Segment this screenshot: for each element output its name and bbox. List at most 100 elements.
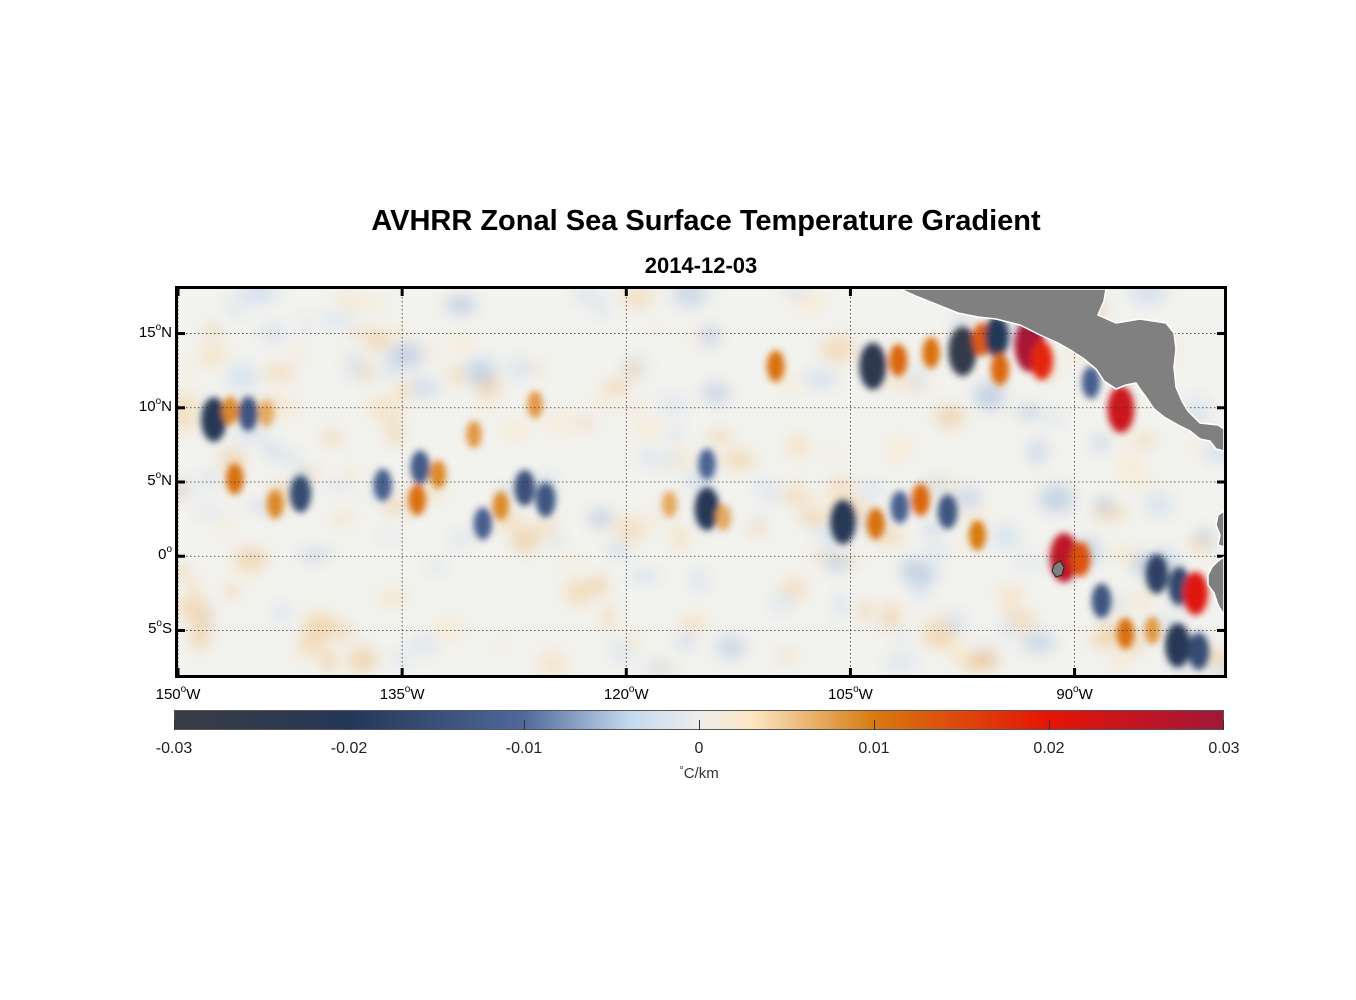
noise-blob (1008, 608, 1037, 632)
tick-degree: o (155, 395, 162, 407)
noise-blob (370, 329, 388, 352)
noise-blob (1137, 433, 1154, 449)
noise-blob (1215, 664, 1224, 675)
noise-blob (178, 393, 200, 414)
noise-blob (823, 528, 836, 556)
noise-blob (435, 615, 463, 643)
noise-blob (822, 555, 851, 571)
noise-blob (300, 469, 325, 478)
noise-blob (776, 651, 797, 661)
noise-blob (784, 433, 810, 459)
positive-gradient-feature (258, 400, 274, 427)
noise-blob (320, 312, 357, 326)
colorbar-tick-mark (174, 720, 175, 730)
noise-blob (444, 296, 477, 314)
noise-blob (701, 326, 719, 347)
noise-blob (180, 363, 194, 381)
noise-blob (447, 336, 478, 351)
positive-gradient-feature (889, 344, 908, 377)
noise-blob (953, 488, 982, 509)
south-america-land (1207, 556, 1224, 617)
noise-blob (1092, 434, 1110, 451)
negative-gradient-feature (473, 507, 492, 540)
noise-blob (678, 634, 694, 649)
noise-blob (407, 634, 439, 658)
noise-blob (650, 321, 664, 334)
tick-hemisphere: W (410, 686, 425, 703)
negative-gradient-feature (984, 315, 1009, 358)
colorbar-tick-label: -0.03 (155, 740, 193, 757)
noise-blob (426, 561, 446, 571)
noise-blob (707, 430, 732, 444)
noise-blob (782, 483, 811, 508)
noise-blob (587, 576, 609, 595)
noise-blob (228, 295, 243, 317)
noise-blob (753, 479, 776, 492)
noise-blob (648, 452, 684, 469)
noise-blob (178, 481, 185, 500)
noise-blob (777, 372, 799, 393)
latitude-label: 0o (158, 544, 172, 563)
noise-blob (935, 405, 964, 429)
noise-blob (345, 352, 365, 380)
noise-blob (1117, 451, 1142, 478)
colorbar-tick-mark (524, 720, 525, 730)
noise-blob (383, 498, 407, 514)
positive-gradient-feature (1107, 385, 1135, 433)
noise-blob (574, 417, 596, 429)
noise-blob (1186, 443, 1211, 453)
negative-gradient-feature (937, 494, 958, 530)
noise-blob (422, 345, 444, 361)
noise-blob (240, 289, 276, 306)
noise-blob (195, 505, 224, 518)
tick-degree: o (404, 684, 411, 695)
noise-blob (394, 381, 415, 401)
noise-blob (405, 378, 440, 398)
colorbar-tick-mark (699, 720, 700, 730)
noise-blob (386, 324, 407, 345)
longitude-label: 135oW (380, 684, 425, 703)
tick-number: 120 (603, 686, 629, 703)
colorbar-tick-label: 0.02 (1033, 740, 1065, 757)
noise-blob (1021, 631, 1056, 654)
tick-hemisphere: N (161, 323, 172, 341)
noise-blob (223, 585, 240, 598)
noise-blob (946, 542, 977, 551)
tick-degree: o (166, 544, 172, 556)
tick-hemisphere: S (161, 620, 172, 638)
noise-blob (219, 449, 246, 471)
noise-blob (645, 659, 673, 675)
sst-gradient-map (175, 286, 1227, 678)
noise-blob (631, 569, 660, 583)
colorbar-tick-mark (874, 720, 875, 730)
negative-gradient-feature (1188, 632, 1210, 670)
tick-number: 5 (148, 620, 157, 638)
tick-degree: o (155, 470, 162, 481)
noise-blob (928, 480, 965, 494)
noise-blob (672, 289, 708, 308)
positive-gradient-feature (766, 350, 785, 382)
negative-gradient-feature (830, 499, 856, 545)
tick-degree: o (853, 684, 859, 695)
noise-blob (1027, 440, 1048, 464)
noise-blob (884, 650, 918, 675)
negative-gradient-feature (890, 491, 909, 524)
colorbar-tick-label: 0.01 (858, 740, 890, 757)
noise-blob (825, 448, 842, 460)
map-subtitle-date: 2014-12-03 (644, 253, 758, 278)
noise-blob (914, 579, 928, 602)
noise-blob (493, 639, 506, 650)
negative-gradient-feature (859, 342, 887, 390)
noise-blob (506, 358, 533, 380)
positive-gradient-feature (1183, 571, 1208, 615)
noise-blob (336, 292, 355, 306)
positive-gradient-feature (715, 504, 731, 531)
tick-hemisphere: W (634, 686, 649, 703)
colorbar-tick-label: 0 (694, 740, 704, 757)
noise-blob (272, 606, 292, 621)
colorbar-tick-mark (1223, 720, 1224, 730)
latitude-label: 15oN (139, 322, 172, 341)
tick-hemisphere: W (1078, 686, 1093, 703)
noise-blob (973, 382, 1005, 410)
galapagos-island (1051, 560, 1065, 578)
